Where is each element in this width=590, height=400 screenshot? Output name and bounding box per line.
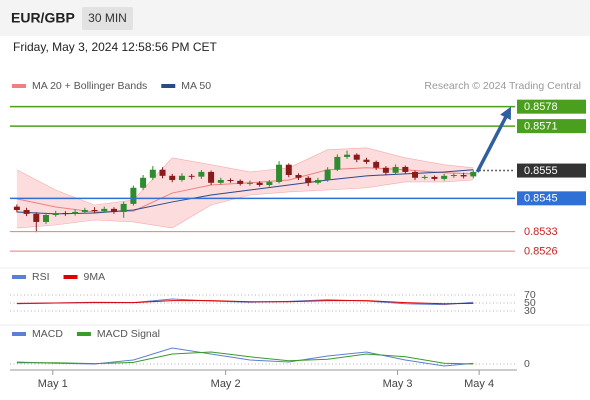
candle-body (276, 164, 283, 182)
y-tick-label: 30 (524, 305, 536, 317)
candle-body (421, 176, 428, 178)
candle-body (159, 169, 166, 176)
candle-body (178, 175, 185, 180)
candle-body (470, 171, 477, 177)
candle-body (373, 161, 380, 168)
level-label-box (517, 99, 586, 114)
ma-line (16, 169, 474, 215)
y-tick-label: 50 (524, 297, 536, 309)
candle-body (198, 171, 205, 177)
candle-body (120, 203, 127, 212)
candle-body (91, 210, 98, 212)
candle-body (441, 175, 448, 179)
candle-body (72, 211, 79, 214)
bollinger-band (16, 147, 474, 229)
candle-body (460, 175, 467, 177)
indicator-line (16, 300, 474, 305)
legend-swatch (12, 332, 26, 336)
x-tick-label: May 3 (383, 378, 413, 390)
candle-body (169, 175, 176, 180)
timeframe: 30 MIN (88, 11, 127, 25)
level-label-box (517, 119, 586, 134)
x-tick-label: May 2 (211, 378, 241, 390)
candle-body (344, 154, 351, 157)
symbol: EUR/GBP (11, 10, 75, 26)
candle-body (412, 171, 419, 178)
candle-body (81, 210, 88, 212)
level-label: 0.8533 (524, 226, 558, 238)
candle-body (314, 180, 321, 183)
legend-swatch (161, 84, 176, 88)
candle-body (246, 182, 253, 184)
legend-label: MACD (32, 328, 63, 340)
legend-label: RSI (32, 271, 50, 283)
legend-swatch (76, 332, 91, 336)
candle-body (188, 175, 195, 177)
candle-body (227, 180, 234, 181)
bollinger-lower (16, 179, 474, 229)
legend-swatch (12, 84, 26, 88)
y-tick-label: 70 (524, 289, 536, 301)
legend-swatch (63, 275, 78, 279)
candle-body (217, 180, 224, 183)
credit: Research © 2024 Trading Central (424, 80, 581, 92)
candle-body (450, 175, 457, 176)
datetime: Friday, May 3, 2024 12:58:56 PM CET (13, 40, 218, 54)
candle-body (110, 208, 117, 212)
legend-label: 9MA (84, 271, 106, 283)
candle-body (130, 187, 137, 204)
candle-body (62, 213, 69, 215)
candle-body (101, 208, 108, 212)
candle-body (13, 206, 20, 210)
candle-body (42, 215, 49, 222)
indicator-line (16, 351, 474, 365)
level-label-box (517, 163, 586, 178)
level-label: 0.8578 (524, 101, 558, 113)
x-tick-label: May 4 (464, 378, 494, 390)
candle-body (33, 213, 40, 222)
level-label-box (517, 191, 586, 206)
candle-body (392, 166, 399, 173)
candle-body (353, 154, 360, 160)
candle-body (266, 181, 273, 185)
candle-body (23, 210, 30, 214)
candle-body (334, 156, 341, 170)
y-tick-label: 0 (524, 358, 530, 370)
level-label: 0.8526 (524, 246, 558, 258)
candle-body (295, 175, 302, 178)
forecast-arrow (475, 113, 509, 173)
forecast-arrowhead (500, 106, 511, 121)
candle-body (52, 213, 59, 215)
level-label: 0.8555 (524, 165, 558, 177)
candle-body (208, 171, 215, 183)
candle-body (324, 169, 331, 180)
candle-body (382, 167, 389, 173)
candle-body (140, 177, 147, 188)
candle-body (237, 180, 244, 184)
level-label: 0.8545 (524, 193, 558, 205)
candle-body (285, 164, 292, 175)
candle-body (256, 182, 263, 185)
level-label: 0.8571 (524, 121, 558, 133)
candle-body (305, 177, 312, 183)
legend-label: MACD Signal (97, 328, 160, 340)
candle-body (363, 159, 370, 162)
bollinger-upper (16, 147, 474, 206)
legend-label: MA 50 (181, 80, 211, 92)
candle-body (402, 166, 409, 172)
x-tick-label: May 1 (38, 378, 68, 390)
legend-swatch (12, 275, 26, 279)
legend-label: MA 20 + Bollinger Bands (32, 80, 147, 92)
candle-body (431, 176, 438, 179)
candle-body (149, 169, 156, 178)
timeframe-badge (82, 7, 133, 30)
